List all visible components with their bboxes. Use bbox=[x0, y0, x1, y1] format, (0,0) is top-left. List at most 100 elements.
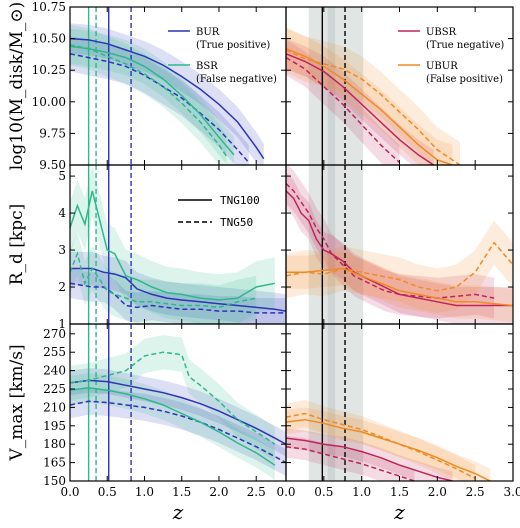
vertical-marker-layer bbox=[87, 7, 346, 481]
line-group-BUR-rd-solid bbox=[70, 267, 286, 312]
legend-layer: BUR (True positive) BSR (False negative) UBS… bbox=[168, 27, 504, 229]
band-UBUR-vmax-dashed bbox=[286, 400, 476, 481]
ytick-label: 225 bbox=[43, 382, 66, 396]
band-group-UBUR-vmax-solid bbox=[286, 407, 491, 481]
series-UBUR-rd-dashed bbox=[286, 241, 513, 292]
series-UBSR-mdisk-solid bbox=[286, 53, 435, 165]
ytick-label: 1 bbox=[58, 317, 66, 331]
band-BUR-rd-solid bbox=[70, 251, 286, 324]
band-BSR-rd-solid bbox=[70, 165, 275, 324]
xtick-label: 0.0 bbox=[276, 485, 295, 499]
ytick-label: 9.75 bbox=[39, 126, 66, 140]
confidence-band-layer bbox=[70, 23, 513, 481]
legend-right-sub-0: (True negative) bbox=[426, 40, 504, 51]
ytick-label: 150 bbox=[43, 474, 66, 488]
series-UBSR-mdisk-dashed bbox=[286, 56, 401, 164]
series-BUR-vmax-solid bbox=[70, 379, 286, 445]
line-group-BSR-vmax-solid bbox=[70, 387, 276, 466]
band-BSR-vmax-solid bbox=[70, 373, 275, 480]
ytick-label: 4 bbox=[58, 206, 66, 220]
series-BSR-vmax-solid bbox=[70, 387, 276, 466]
ylabel-vmax: V_max [km/s] bbox=[7, 344, 27, 461]
band-UBSR-vmax-dashed bbox=[286, 435, 415, 481]
legend-right-label-1: UBUR bbox=[426, 61, 458, 72]
line-group-UBSR-vmax-dashed bbox=[286, 445, 415, 481]
series-UBSR-vmax-solid bbox=[286, 437, 453, 481]
band-group-UBUR-vmax-dashed bbox=[286, 400, 476, 481]
xtick-label: 2.5 bbox=[466, 485, 485, 499]
line-group-UBUR-mdisk-solid bbox=[286, 48, 453, 165]
xtick-label: 2.0 bbox=[428, 485, 447, 499]
band-group-UBSR-rd-dashed bbox=[286, 165, 495, 319]
line-group-BUR-mdisk-solid bbox=[70, 37, 265, 160]
line-group-BSR-rd-solid bbox=[70, 190, 275, 301]
band-group-BUR-mdisk-dashed bbox=[70, 36, 249, 165]
series-BUR-rd-solid bbox=[70, 267, 286, 312]
ytick-label: 195 bbox=[43, 419, 66, 433]
line-group-BSR-mdisk-dashed bbox=[70, 44, 228, 157]
band-group-BSR-rd-dashed bbox=[70, 231, 257, 324]
line-group-UBUR-mdisk-dashed bbox=[286, 49, 461, 165]
ytick-label: 165 bbox=[43, 456, 66, 470]
series-UBUR-mdisk-solid bbox=[286, 48, 453, 165]
band-UBUR-vmax-solid bbox=[286, 407, 491, 481]
xtick-label: 3.0 bbox=[503, 485, 520, 499]
ytick-label: 9.50 bbox=[39, 158, 66, 172]
ytick-label: 10.25 bbox=[32, 63, 66, 77]
legend-left-sub-0: (True positive) bbox=[196, 40, 270, 51]
series-UBSR-rd-dashed bbox=[286, 182, 495, 299]
line-group-BUR-rd-dashed bbox=[70, 282, 286, 314]
legend-sim-label-1: TNG50 bbox=[220, 216, 253, 229]
band-group-BUR-vmax-solid bbox=[70, 368, 286, 457]
xtick-label: 1.0 bbox=[135, 485, 154, 499]
line-group-BSR-rd-dashed bbox=[70, 251, 257, 309]
band-group-BSR-vmax-solid bbox=[70, 373, 275, 480]
series-UBSR-vmax-dashed bbox=[286, 445, 415, 481]
line-group-UBSR-vmax-solid bbox=[286, 437, 453, 481]
legend-sim-label-0: TNG100 bbox=[220, 194, 260, 207]
legend-left-label-1: BSR bbox=[196, 61, 218, 72]
line-group-UBSR-mdisk-solid bbox=[286, 53, 435, 165]
band-group-BUR-rd-solid bbox=[70, 251, 286, 324]
band-UBUR-rd-solid bbox=[286, 251, 513, 323]
series-BSR-rd-dashed bbox=[70, 251, 257, 309]
band-group-BSR-rd-solid bbox=[70, 165, 275, 324]
band-group-BUR-rd-dashed bbox=[70, 268, 286, 324]
band-UBUR-mdisk-solid bbox=[286, 28, 453, 165]
series-BSR-rd-solid bbox=[70, 190, 275, 301]
xlabel-left: z bbox=[172, 500, 184, 524]
band-BSR-vmax-dashed bbox=[70, 335, 275, 462]
line-group-UBUR-rd-solid bbox=[286, 267, 513, 307]
band-BUR-mdisk-solid bbox=[70, 23, 264, 165]
band-group-BSR-vmax-dashed bbox=[70, 335, 275, 462]
legend-left-sub-1: (False negative) bbox=[196, 74, 277, 85]
series-BUR-mdisk-dashed bbox=[70, 53, 250, 163]
line-group-UBSR-rd-dashed bbox=[286, 182, 495, 299]
line-group-BSR-mdisk-solid bbox=[70, 45, 235, 156]
ytick-label: 210 bbox=[43, 400, 66, 414]
series-UBUR-vmax-dashed bbox=[286, 412, 476, 480]
band-group-UBUR-mdisk-solid bbox=[286, 28, 453, 165]
band-group-UBSR-vmax-dashed bbox=[286, 435, 415, 481]
xtick-label: 2.0 bbox=[209, 485, 228, 499]
series-BSR-mdisk-solid bbox=[70, 45, 235, 156]
band-BUR-rd-dashed bbox=[70, 268, 286, 324]
line-group-UBSR-mdisk-dashed bbox=[286, 56, 401, 164]
xtick-label: 1.5 bbox=[172, 485, 191, 499]
band-UBUR-mdisk-dashed bbox=[286, 27, 460, 165]
series-BUR-mdisk-solid bbox=[70, 37, 265, 160]
band-group-UBUR-rd-dashed bbox=[286, 220, 513, 313]
series-BSR-mdisk-dashed bbox=[70, 44, 228, 157]
band-BUR-mdisk-dashed bbox=[70, 36, 249, 165]
xtick-label: 2.5 bbox=[247, 485, 266, 499]
ytick-label: 270 bbox=[43, 327, 66, 341]
band-BUR-vmax-dashed bbox=[70, 387, 286, 477]
line-group-BUR-vmax-dashed bbox=[70, 400, 286, 464]
series-line-layer bbox=[70, 37, 513, 481]
band-BSR-rd-dashed bbox=[70, 231, 257, 324]
legend-right-sub-1: (False positive) bbox=[426, 74, 503, 85]
ytick-label: 10.75 bbox=[32, 0, 66, 14]
legend-right-label-0: UBSR bbox=[426, 27, 457, 38]
ytick-label: 10.50 bbox=[32, 32, 66, 46]
